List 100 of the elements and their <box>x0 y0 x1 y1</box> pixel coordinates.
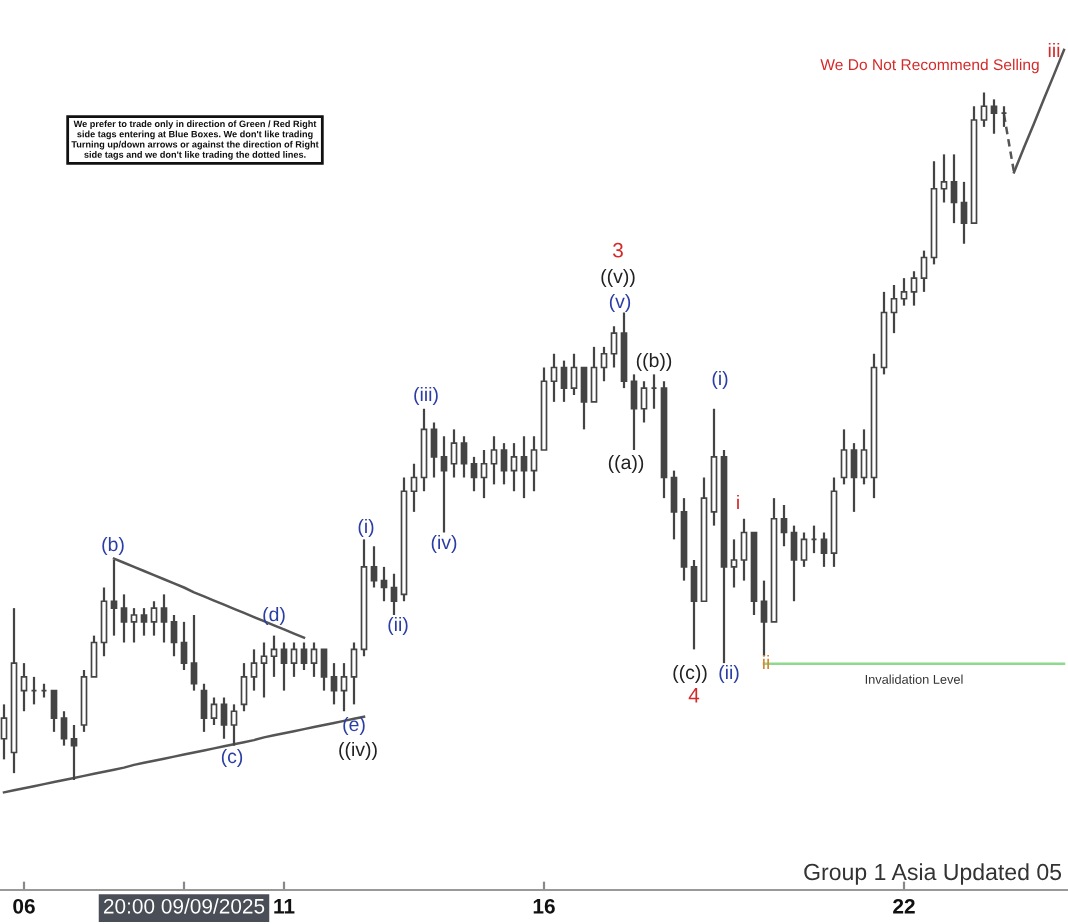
candlestick <box>530 435 538 493</box>
candlestick <box>690 558 698 651</box>
candlestick <box>320 648 328 692</box>
candlestick <box>990 98 998 135</box>
candlestick <box>100 586 108 658</box>
annotation: ii <box>762 654 770 670</box>
candlestick <box>410 462 418 513</box>
x-tick-label: 20:00 09/09/2025 <box>103 898 265 914</box>
candlestick <box>450 428 458 479</box>
candlestick <box>800 531 808 568</box>
candlestick <box>290 641 298 678</box>
candlestick <box>590 345 598 403</box>
annotation: ((c)) <box>673 664 707 684</box>
candlestick <box>860 428 868 486</box>
candlestick <box>110 558 118 637</box>
candlestick <box>940 153 948 204</box>
annotation: (d) <box>263 606 285 626</box>
candlestick <box>580 366 588 431</box>
candlestick <box>890 283 898 335</box>
candlestick <box>0 703 8 761</box>
candlestick <box>470 455 478 493</box>
candlestick <box>430 421 438 479</box>
annotation: (i) <box>358 518 374 538</box>
candlestick <box>90 634 98 678</box>
candlestick <box>920 249 928 293</box>
candlestick <box>60 710 68 747</box>
candlestick <box>630 373 638 452</box>
candlestick <box>370 545 378 589</box>
candlestick <box>490 435 498 486</box>
candlestick <box>160 593 168 644</box>
candlestick <box>350 641 358 706</box>
candlestick <box>210 696 218 727</box>
annotation: ((v)) <box>601 268 635 288</box>
candlestick <box>960 180 968 245</box>
candlestick <box>310 641 318 678</box>
candlestick <box>900 277 908 307</box>
candlestick <box>330 662 338 706</box>
candlestick <box>670 469 678 541</box>
candlestick <box>120 593 128 644</box>
annotation: 3 <box>613 242 623 258</box>
candlestick <box>230 703 238 747</box>
candlestick <box>460 435 468 479</box>
candlestick <box>850 442 858 513</box>
candlestick <box>190 613 198 692</box>
candlestick <box>600 345 608 383</box>
candlestick <box>250 648 258 692</box>
candlestick <box>820 531 828 568</box>
candlestick <box>280 641 288 692</box>
annotation: (iv) <box>431 534 457 554</box>
candlestick <box>50 689 58 733</box>
annotation: (i) <box>712 370 728 390</box>
x-tick-label: 06 <box>13 898 35 914</box>
candlestick <box>740 517 748 582</box>
annotation: (e) <box>343 716 365 736</box>
annotation: i <box>737 494 739 510</box>
candlestick <box>640 380 648 424</box>
x-tick-label: 16 <box>533 898 555 914</box>
text: Group 1 Asia Updated 05 <box>804 863 1062 885</box>
candlestick <box>910 270 918 307</box>
candlestick <box>760 579 768 658</box>
text: iii <box>1048 42 1060 58</box>
candlestick <box>130 607 138 644</box>
annotation: (b) <box>102 536 124 556</box>
candlestick <box>520 435 528 500</box>
annotation: ((iv)) <box>339 741 377 761</box>
x-tick-label: 22 <box>893 898 915 914</box>
candlestick <box>610 325 618 369</box>
candlestick <box>140 607 148 637</box>
candlestick <box>220 696 228 740</box>
annotation: ((a)) <box>608 454 644 474</box>
candlestick <box>550 352 558 403</box>
candlestick <box>340 662 348 713</box>
candlestick <box>440 435 448 534</box>
candlestick <box>300 641 308 672</box>
candlestick <box>500 442 508 486</box>
annotation: (v) <box>609 293 631 313</box>
candlestick <box>980 91 988 128</box>
annotation: (ii) <box>719 664 739 684</box>
candlestick <box>260 641 268 699</box>
candlestick <box>200 682 208 733</box>
candlestick <box>560 359 568 403</box>
candlestick <box>950 153 958 225</box>
candlestick <box>150 600 158 637</box>
candlestick <box>20 662 28 713</box>
annotation: (c) <box>221 748 243 768</box>
annotation: (iii) <box>414 386 438 406</box>
candlestick <box>180 620 188 672</box>
candlestick <box>840 428 848 486</box>
candlestick <box>780 503 788 548</box>
candlestick <box>390 572 398 617</box>
candlestick <box>570 352 578 397</box>
annotation: (ii) <box>388 616 408 636</box>
candlestick <box>480 448 488 500</box>
candlestick <box>790 524 798 603</box>
annotation: ((b)) <box>636 352 672 372</box>
candlestick <box>240 662 248 713</box>
candlestick <box>730 538 738 589</box>
annotation: 4 <box>688 688 700 703</box>
candlestick <box>510 442 518 493</box>
candlestick <box>170 613 178 658</box>
